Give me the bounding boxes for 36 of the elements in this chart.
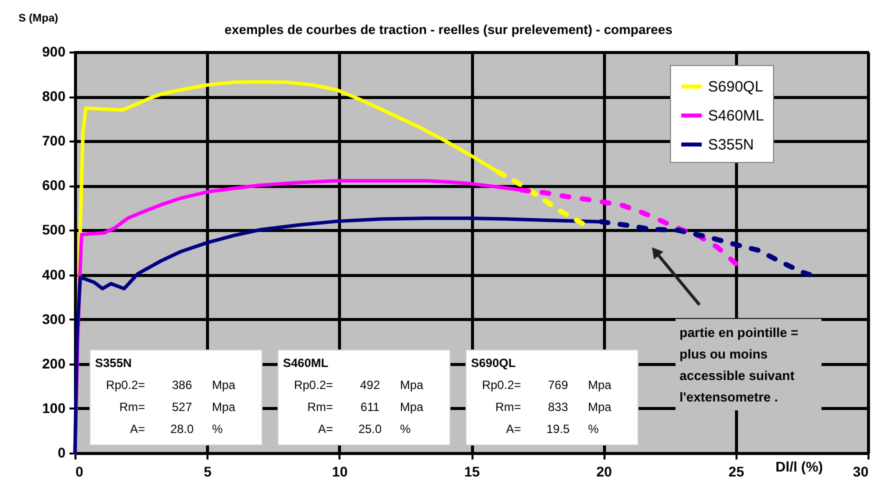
- x-tick-label: 10: [332, 464, 348, 480]
- annotation: S460ML: [283, 356, 328, 370]
- chart-title: exemples de courbes de traction - reelles (sur prelevement) - comparees: [224, 22, 672, 37]
- legend-label: S690QL: [708, 78, 764, 96]
- text: Rm= 833 Mpa: [495, 400, 612, 414]
- legend-label: S355N: [708, 136, 754, 154]
- text: Rp0.2= 386 Mpa: [106, 378, 236, 392]
- annotation: partie en pointille = plus ou moins accessible suivant l'extensometre .: [680, 324, 799, 404]
- y-tick-label: 800: [42, 88, 66, 104]
- y-tick-label: 400: [42, 266, 66, 282]
- annotation: S355N: [95, 356, 132, 370]
- y-tick-label: 100: [42, 400, 66, 416]
- x-tick-label: 5: [204, 464, 212, 480]
- text: A= 25.0 %: [318, 422, 411, 436]
- x-tick-label: 0: [76, 464, 84, 480]
- x-tick-label: 25: [728, 464, 744, 480]
- annotation: S690QL: [471, 356, 516, 370]
- y-tick-label: 0: [58, 444, 66, 460]
- y-tick-label: 600: [42, 177, 66, 194]
- y-axis-title: S (Mpa): [18, 12, 59, 24]
- x-axis-title: Dl/l (%): [776, 458, 823, 474]
- text: Rp0.2= 492 Mpa: [294, 378, 424, 392]
- text: A= 28.0 %: [130, 422, 223, 436]
- text: Rp0.2= 769 Mpa: [482, 378, 612, 392]
- y-tick-label: 500: [42, 222, 66, 238]
- y-tick-label: 200: [42, 355, 66, 372]
- y-tick-label: 300: [42, 310, 66, 327]
- x-tick-label: 30: [852, 464, 869, 480]
- x-tick-label: 15: [464, 464, 480, 480]
- text: Rm= 527 Mpa: [119, 400, 236, 414]
- y-tick-label: 900: [42, 44, 66, 60]
- x-tick-label: 20: [596, 464, 612, 480]
- legend-label: S460ML: [708, 108, 764, 124]
- y-tick-label: 700: [42, 132, 66, 149]
- text: Rm= 611 Mpa: [307, 400, 424, 414]
- text: A= 19.5 %: [506, 422, 599, 436]
